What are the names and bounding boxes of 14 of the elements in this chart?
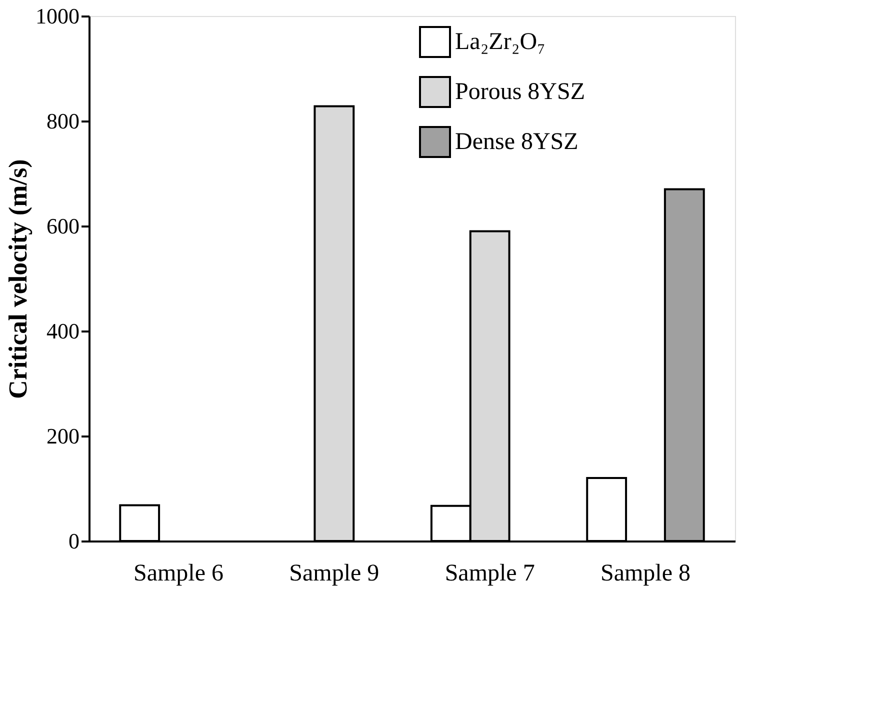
legend-label: La₂Zr₂O₇	[455, 29, 546, 55]
y-tick-label: 1000	[36, 4, 80, 28]
y-tick-label: 400	[46, 318, 80, 344]
legend-label: Dense 8YSZ	[455, 129, 578, 155]
y-tick-label: 200	[46, 424, 80, 448]
y-axis-title: Critical velocity (m/s)	[4, 159, 32, 399]
x-tick-label: Sample 9	[289, 560, 380, 586]
y-tick-label: 800	[46, 108, 80, 134]
x-tick-label: Sample 7	[444, 560, 535, 586]
x-tick-label: Sample 8	[600, 560, 690, 586]
y-tick-label: 600	[46, 214, 80, 238]
legend-label: Porous 8YSZ	[455, 79, 586, 105]
y-tick-label: 0	[68, 528, 80, 554]
x-tick-label: Sample 6	[134, 560, 224, 586]
